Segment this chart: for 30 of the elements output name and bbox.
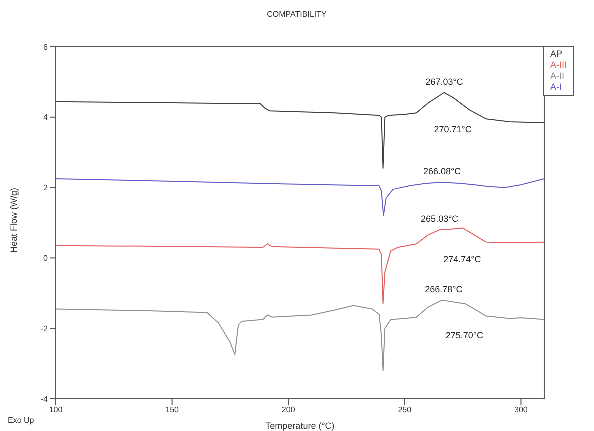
text: Exo Up: [8, 416, 34, 425]
text: AP: [550, 49, 564, 60]
y-axis-title: Heat Flow (W/g): [9, 188, 20, 253]
annotation: 266.08°C: [424, 166, 462, 177]
x-tick-label: 250: [398, 406, 412, 415]
y-tick-label: -4: [40, 394, 49, 404]
x-axis-title: Temperature (°C): [266, 421, 335, 431]
x-tick-label: 200: [282, 406, 296, 415]
annotation: 274.74°C: [444, 254, 482, 265]
y-tick-label: -2: [40, 324, 49, 334]
y-tick-label: 2: [44, 184, 49, 193]
annotation: 266.78°C: [425, 284, 464, 294]
line-series: [56, 300, 544, 372]
line-series: [56, 178, 544, 216]
chart-title: COMPATIBILITY: [266, 10, 328, 19]
x-tick-label: 150: [166, 406, 180, 415]
text: A-I: [550, 82, 563, 93]
line-series: [56, 228, 544, 304]
y-tick-label: 4: [44, 113, 49, 122]
x-tick-label: 100: [49, 406, 64, 415]
annotation: 265.03°C: [421, 214, 460, 224]
annotation: 270.71°C: [434, 124, 472, 134]
x-tick-label: 300: [514, 406, 528, 415]
y-tick-label: 6: [44, 42, 49, 52]
text: A-III: [550, 60, 567, 71]
annotation: 275.70°C: [446, 330, 484, 340]
annotation: 267.03°C: [426, 76, 464, 87]
text: A-II: [550, 71, 566, 82]
y-tick-label: 0: [44, 254, 49, 264]
line-series: [56, 92, 544, 169]
